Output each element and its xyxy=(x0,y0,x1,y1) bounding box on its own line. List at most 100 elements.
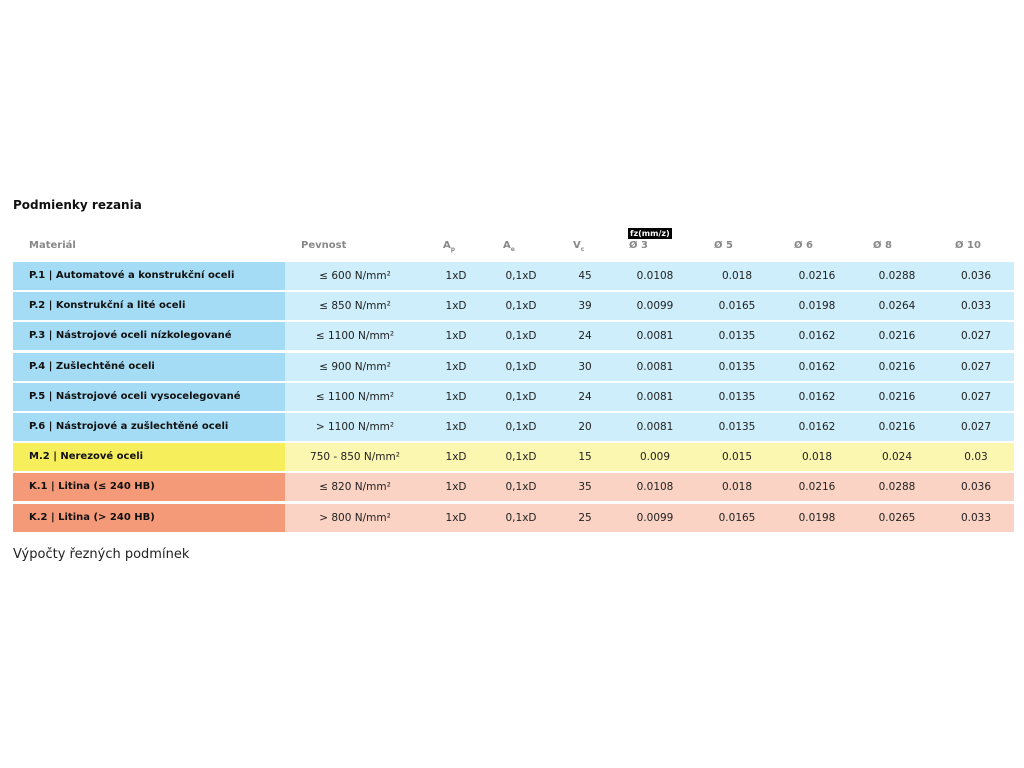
table-cell: 24 xyxy=(578,330,592,343)
header-text: Pevnost xyxy=(301,240,347,251)
table-cell: 0.0264 xyxy=(878,300,916,313)
table-cell: 0.036 xyxy=(960,270,992,282)
table-cell: 0,1xD xyxy=(505,511,537,524)
fz-badge: fz(mm/z) xyxy=(628,228,672,239)
table-cell: 0.03 xyxy=(964,451,988,464)
table-cell: 0.0108 xyxy=(636,270,674,282)
table-cell: > 1100 N/mm² xyxy=(315,421,395,433)
header-text: A xyxy=(443,240,451,251)
table-cell: 0,1xD xyxy=(505,360,537,373)
table-cell: 0.018 xyxy=(721,270,753,282)
table-cell: 0.033 xyxy=(960,511,992,524)
table-cell: 0.0165 xyxy=(718,300,756,313)
table-cell: ≤ 1100 N/mm² xyxy=(315,330,395,343)
table-row: P.2 | Konstrukční a lité oceli ≤ 850 N/mm… xyxy=(13,292,1014,321)
table-cell: 0.018 xyxy=(721,481,753,494)
column-header: Ø 5 xyxy=(714,240,733,251)
table-cell: 0.027 xyxy=(960,360,992,373)
table-cell: ≤ 850 N/mm² xyxy=(319,300,391,313)
table-cell: 0.0081 xyxy=(636,421,674,433)
section-title: Podmienky rezania xyxy=(13,198,142,212)
table-cell: 0.0216 xyxy=(878,390,916,403)
header-subscript: p xyxy=(450,246,456,253)
table-cell: 0.0216 xyxy=(878,421,916,433)
table-cell: 0.0198 xyxy=(798,511,836,524)
table-cell: 0.0216 xyxy=(878,330,916,343)
table-cell: 750 - 850 N/mm² xyxy=(310,451,400,464)
table-cell: ≤ 900 N/mm² xyxy=(319,360,391,373)
header-text: Ø 8 xyxy=(873,240,892,251)
material-name: P.3 | Nástrojové oceli nízkolegované xyxy=(29,330,232,342)
table-row: P.1 | Automatové a konstrukční oceli ≤ 60… xyxy=(13,262,1014,290)
header-text: Ø 10 xyxy=(955,240,981,251)
column-header: Ø 8 xyxy=(873,240,892,251)
table-cell: 1xD xyxy=(445,330,467,343)
table-cell: 0.0162 xyxy=(798,421,836,433)
column-header: Ae xyxy=(503,240,515,253)
table-cell: 0.0081 xyxy=(636,360,674,373)
table-cell: 0.036 xyxy=(960,481,992,494)
table-cell: ≤ 1100 N/mm² xyxy=(315,390,395,403)
material-cell-bg xyxy=(13,322,285,351)
table-cell: 0.0216 xyxy=(878,360,916,373)
column-header: Pevnost xyxy=(301,240,346,251)
table-cell: 0.009 xyxy=(639,451,671,464)
material-cell-bg xyxy=(13,413,285,441)
table-cell: 0.0216 xyxy=(798,270,836,282)
table-cell: 39 xyxy=(578,300,592,313)
table-cell: 0.0099 xyxy=(636,300,674,313)
table-cell: 35 xyxy=(578,481,592,494)
table-cell: 0,1xD xyxy=(505,270,537,282)
header-text: Ø 3 xyxy=(629,240,648,251)
table-cell: 0.0162 xyxy=(798,360,836,373)
table-cell: 20 xyxy=(578,421,592,433)
table-cell: 0.027 xyxy=(960,390,992,403)
table-cell: 0.0135 xyxy=(718,390,756,403)
table-cell: 0.0288 xyxy=(878,270,916,282)
table-row: P.3 | Nástrojové oceli nízkolegované ≤ 11… xyxy=(13,322,1014,351)
table-cell: ≤ 820 N/mm² xyxy=(319,481,391,494)
column-header: Ap xyxy=(443,240,455,253)
column-header: Ø 6 xyxy=(794,240,813,251)
table-cell: 1xD xyxy=(445,270,467,282)
header-subscript: c xyxy=(580,246,585,253)
header-text: Ø 5 xyxy=(714,240,733,251)
column-header: Vc xyxy=(573,240,584,253)
header-text: A xyxy=(503,240,511,251)
material-cell-bg xyxy=(13,352,285,381)
table-row: P.4 | Zušlechtěné oceli ≤ 900 N/mm² 1xD 0,1… xyxy=(13,352,1014,381)
table-cell: 0,1xD xyxy=(505,481,537,494)
table-cell: 45 xyxy=(578,270,592,282)
table-cell: 0.0099 xyxy=(636,511,674,524)
table-row: P.5 | Nástrojové oceli vysocelegované ≤ 1… xyxy=(13,382,1014,411)
table-cell: ≤ 600 N/mm² xyxy=(319,270,391,282)
table-cell: 0.0135 xyxy=(718,330,756,343)
table-cell: 0,1xD xyxy=(505,390,537,403)
table-cell: 0.033 xyxy=(960,300,992,313)
table-cell: 1xD xyxy=(445,421,467,433)
header-text: V xyxy=(573,240,581,251)
material-cell-bg xyxy=(13,443,285,472)
table-cell: 0.027 xyxy=(960,421,992,433)
table-row: P.6 | Nástrojové a zušlechtěné oceli > 11… xyxy=(13,413,1014,441)
table-cell: > 800 N/mm² xyxy=(319,511,391,524)
table-cell: 0.0162 xyxy=(798,390,836,403)
material-name: K.1 | Litina (≤ 240 HB) xyxy=(29,481,155,493)
table-cell: 0.0162 xyxy=(798,330,836,343)
material-cell-bg xyxy=(13,292,285,321)
table-cell: 0.0165 xyxy=(718,511,756,524)
material-cell-bg xyxy=(13,262,285,290)
table-cell: 0.027 xyxy=(960,330,992,343)
table-cell: 0.0135 xyxy=(718,360,756,373)
table-cell: 0.0265 xyxy=(878,511,916,524)
header-subscript: e xyxy=(510,246,515,253)
table-cell: 0,1xD xyxy=(505,330,537,343)
caption: Výpočty řezných podmínek xyxy=(13,547,190,562)
table-cell: 0,1xD xyxy=(505,300,537,313)
table-cell: 1xD xyxy=(445,360,467,373)
table-cell: 0.0198 xyxy=(798,300,836,313)
table-row: K.2 | Litina (> 240 HB) > 800 N/mm² 1xD 0,1… xyxy=(13,503,1014,532)
table-cell: 0.0216 xyxy=(798,481,836,494)
material-name: P.4 | Zušlechtěné oceli xyxy=(29,360,155,372)
material-name: M.2 | Nerezové oceli xyxy=(29,451,144,463)
